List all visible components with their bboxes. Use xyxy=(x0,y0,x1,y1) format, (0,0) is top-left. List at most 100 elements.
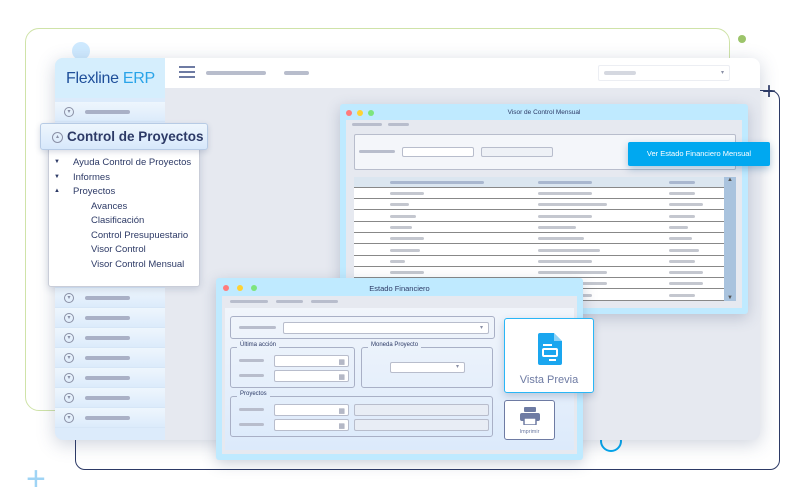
submenu-avances[interactable]: Avances xyxy=(91,201,128,212)
chevron-down-icon: ▾ xyxy=(479,325,483,331)
caret-up-icon: ▲ xyxy=(54,188,60,194)
sidebar-item[interactable]: ▾ xyxy=(55,388,165,408)
hamburger-menu-icon[interactable] xyxy=(179,66,195,78)
cell-placeholder xyxy=(669,192,695,195)
maximize-dot[interactable] xyxy=(368,110,374,116)
window-title: Estado Financiero xyxy=(369,284,430,293)
cell-placeholder xyxy=(669,203,703,207)
calendar-icon[interactable]: ▦ xyxy=(338,408,345,415)
proyecto-from-desc xyxy=(354,404,489,416)
calendar-icon[interactable]: ▦ xyxy=(338,359,345,366)
moneda-select[interactable]: ▾ xyxy=(390,362,465,373)
cell-placeholder xyxy=(538,203,607,207)
menu-placeholder[interactable] xyxy=(352,123,382,126)
cell-placeholder xyxy=(669,237,692,241)
cell-placeholder xyxy=(669,271,703,275)
table-header xyxy=(354,177,724,188)
sidebar-item[interactable]: ▾ xyxy=(55,308,165,328)
cell-placeholder xyxy=(669,214,695,218)
sidebar-item[interactable]: ▾ xyxy=(55,328,165,348)
chevron-down-icon: ▾ xyxy=(455,364,459,370)
table-row[interactable] xyxy=(354,255,724,267)
submenu-visor-control[interactable]: Visor Control xyxy=(91,244,146,255)
sidebar-item[interactable]: ▾ xyxy=(55,408,165,428)
sidebar-item[interactable]: ▾ xyxy=(55,348,165,368)
logo-area xyxy=(55,58,165,98)
filter-input-2[interactable] xyxy=(481,147,553,157)
table-row[interactable] xyxy=(354,221,724,233)
cell-placeholder xyxy=(669,248,699,252)
date-field-2[interactable]: ▦ xyxy=(274,370,349,382)
printer-icon xyxy=(520,407,540,425)
cell-placeholder xyxy=(538,259,592,263)
cell-placeholder xyxy=(538,214,592,218)
cell-placeholder xyxy=(538,271,607,275)
select-group: ▾ xyxy=(230,316,495,339)
section-header-control-proyectos[interactable]: ▴ Control de Proyectos xyxy=(40,123,208,150)
sidebar-item[interactable]: ▾ xyxy=(55,102,165,122)
table-row[interactable] xyxy=(354,233,724,245)
menu-placeholder[interactable] xyxy=(276,300,303,303)
menu-placeholder[interactable] xyxy=(311,300,338,303)
cell-placeholder xyxy=(390,192,424,195)
nav-placeholder[interactable] xyxy=(284,71,309,75)
chevron-down-icon: ▾ xyxy=(64,413,74,423)
minimize-dot[interactable] xyxy=(357,110,363,116)
submenu-visor-control-mensual[interactable]: Visor Control Mensual xyxy=(91,259,185,270)
ultima-accion-group: Última acción ▦ ▦ xyxy=(230,342,355,388)
proyectos-group: Proyectos ▦ ▦ xyxy=(230,391,493,437)
top-select[interactable]: ▾ xyxy=(598,65,730,81)
cell-placeholder xyxy=(390,203,409,207)
submenu-control-presupuestario[interactable]: Control Presupuestario xyxy=(91,230,189,241)
nav-placeholder[interactable] xyxy=(206,71,266,75)
sidebar-item[interactable]: ▾ xyxy=(55,288,165,308)
table-row[interactable] xyxy=(354,244,724,256)
decor-dot xyxy=(738,35,746,43)
cell-placeholder xyxy=(390,259,405,263)
vista-previa-label: Vista Previa xyxy=(519,374,579,386)
cell-placeholder xyxy=(538,225,576,229)
cell-placeholder xyxy=(669,293,695,297)
menu-placeholder[interactable] xyxy=(230,300,268,303)
menu-item-ayuda[interactable]: Ayuda Control de Proyectos xyxy=(73,157,192,168)
proyecto-to-field[interactable]: ▦ xyxy=(274,419,349,431)
chevron-down-icon: ▾ xyxy=(64,353,74,363)
table-row[interactable] xyxy=(354,210,724,222)
logo: Flexline ERP xyxy=(66,70,155,87)
filter-input[interactable] xyxy=(402,147,474,157)
chevron-down-icon: ▾ xyxy=(64,333,74,343)
table-row[interactable] xyxy=(354,267,724,279)
calendar-icon[interactable]: ▦ xyxy=(338,423,345,430)
caret-down-icon: ▼ xyxy=(54,174,60,180)
chevron-down-icon: ▾ xyxy=(64,293,74,303)
minimize-dot[interactable] xyxy=(237,285,243,291)
submenu-clasificacion[interactable]: Clasificación xyxy=(91,215,145,226)
maximize-dot[interactable] xyxy=(251,285,257,291)
table-scrollbar[interactable]: ▲ ▼ xyxy=(724,177,736,301)
imprimir-button[interactable]: Imprimir xyxy=(504,400,555,440)
moneda-proyecto-group: Moneda Proyecto ▾ xyxy=(361,342,493,388)
proyecto-from-field[interactable]: ▦ xyxy=(274,404,349,416)
table-row[interactable] xyxy=(354,199,724,211)
ver-estado-financiero-button[interactable]: Ver Estado Financiero Mensual xyxy=(628,142,770,166)
sidebar-item[interactable]: ▾ xyxy=(55,368,165,388)
cell-placeholder xyxy=(669,282,703,286)
document-icon xyxy=(538,333,562,365)
chevron-down-icon: ▾ xyxy=(64,313,74,323)
menu-item-informes[interactable]: Informes xyxy=(73,172,110,183)
chevron-down-icon: ▾ xyxy=(64,373,74,383)
table-row[interactable] xyxy=(354,188,724,199)
vista-previa-button[interactable]: Vista Previa xyxy=(504,318,594,393)
menu-item-proyectos[interactable]: Proyectos xyxy=(73,186,116,197)
cell-placeholder xyxy=(390,237,424,241)
close-dot[interactable] xyxy=(223,285,229,291)
imprimir-label: Imprimir xyxy=(519,429,540,435)
close-dot[interactable] xyxy=(346,110,352,116)
main-select[interactable]: ▾ xyxy=(283,322,489,334)
menu-placeholder[interactable] xyxy=(388,123,409,126)
proyecto-to-desc xyxy=(354,419,489,431)
date-field-1[interactable]: ▦ xyxy=(274,355,349,367)
section-title: Control de Proyectos xyxy=(67,129,204,144)
cell-placeholder xyxy=(669,259,695,263)
calendar-icon[interactable]: ▦ xyxy=(338,374,345,381)
